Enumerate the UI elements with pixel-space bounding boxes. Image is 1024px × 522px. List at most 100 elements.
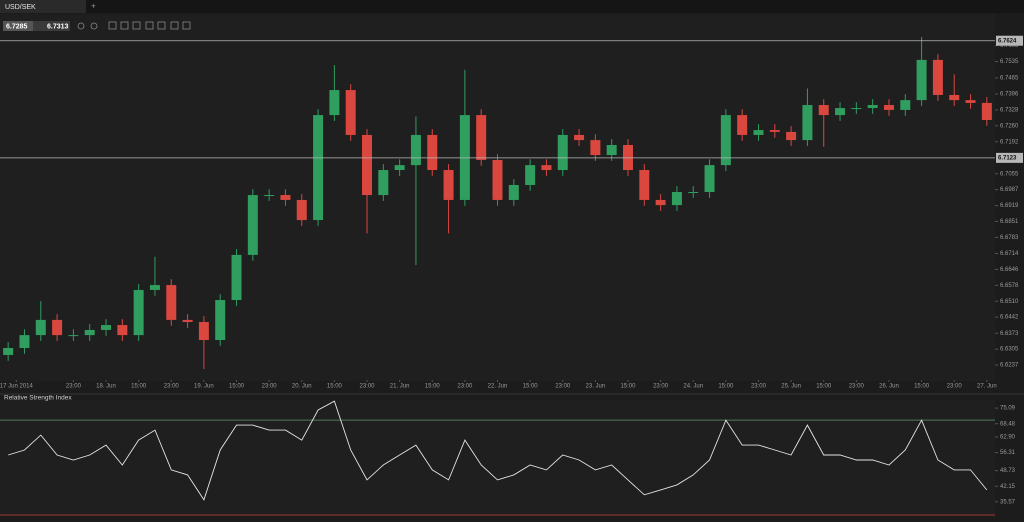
candle-body bbox=[883, 105, 894, 110]
candle-body bbox=[378, 170, 389, 196]
tool[interactable] bbox=[170, 21, 179, 30]
y-tick-label: 6.6510 bbox=[1000, 299, 1019, 305]
x-tick-label: 23:00 bbox=[164, 384, 180, 390]
candle-body bbox=[182, 319, 193, 323]
candle-body bbox=[492, 159, 503, 200]
zoom-out[interactable] bbox=[90, 22, 98, 30]
tool[interactable] bbox=[132, 21, 141, 30]
y-tick-label: 6.7603 bbox=[1000, 43, 1019, 49]
y-tick-label: 6.7260 bbox=[1000, 123, 1019, 129]
candle-body bbox=[52, 319, 63, 336]
candle-body bbox=[818, 105, 829, 116]
x-tick-label: 18. Jun bbox=[96, 384, 116, 390]
candle-body bbox=[786, 131, 797, 141]
tab-bar bbox=[0, 0, 1024, 13]
candle-body bbox=[671, 192, 682, 206]
x-tick-label: 15:00 bbox=[620, 384, 636, 390]
candle-body bbox=[835, 108, 846, 116]
candle-body bbox=[3, 347, 14, 355]
candle-body bbox=[525, 165, 536, 185]
candle-body bbox=[345, 90, 356, 135]
x-tick-label: 23. Jun bbox=[586, 384, 606, 390]
y-tick-label: 6.7328 bbox=[1000, 108, 1019, 114]
y-tick-label: 6.6783 bbox=[1000, 235, 1019, 241]
candle-body bbox=[688, 192, 699, 194]
candle-body bbox=[68, 335, 79, 337]
tab[interactable] bbox=[0, 0, 86, 13]
tool[interactable] bbox=[120, 21, 129, 30]
y-tick-label: 6.6305 bbox=[1000, 347, 1019, 353]
y-tick-label: 6.6919 bbox=[1000, 203, 1019, 209]
candle-body bbox=[394, 165, 405, 171]
y-tick-label: 6.7396 bbox=[1000, 92, 1019, 98]
tool[interactable] bbox=[157, 21, 166, 30]
y-tick-label: 6.7535 bbox=[1000, 59, 1019, 65]
candle-body bbox=[166, 285, 177, 320]
candle-body bbox=[427, 134, 438, 171]
ask-box[interactable] bbox=[33, 21, 70, 31]
candle-body bbox=[753, 130, 764, 135]
y-tick-label: 6.7055 bbox=[1000, 171, 1019, 177]
candle-body bbox=[296, 199, 307, 221]
y-tick-label: 75.09 bbox=[1000, 406, 1016, 412]
candle-body bbox=[101, 325, 112, 330]
y-tick-label: 56.31 bbox=[1000, 450, 1016, 456]
x-tick-label: 24. Jun bbox=[683, 384, 703, 390]
tool[interactable] bbox=[108, 21, 117, 30]
tab-label[interactable]: USD/SEK bbox=[5, 4, 36, 11]
x-tick-label: 23:00 bbox=[360, 384, 376, 390]
bid[interactable]: 6.7285 bbox=[6, 23, 28, 30]
candle-body bbox=[867, 105, 878, 109]
tool[interactable] bbox=[145, 21, 154, 30]
candle-body bbox=[639, 170, 650, 200]
candle-body bbox=[84, 329, 95, 336]
candle-body bbox=[117, 325, 128, 336]
x-tick-label: 15:00 bbox=[131, 384, 147, 390]
x-tick-label: 21. Jun bbox=[390, 384, 410, 390]
y-tick-label: 6.7192 bbox=[1000, 139, 1019, 145]
new-tab[interactable]: + bbox=[91, 2, 96, 11]
bid-box[interactable] bbox=[3, 21, 33, 31]
y-tick-label: 42.15 bbox=[1000, 484, 1016, 490]
y-tick-label: 35.57 bbox=[1000, 499, 1016, 505]
rsi-pane bbox=[0, 400, 995, 516]
x-tick-label: 19. Jun bbox=[194, 384, 214, 390]
candle-body bbox=[476, 115, 487, 160]
toolbar bbox=[77, 21, 191, 30]
rsi-line bbox=[8, 400, 988, 501]
ask[interactable]: 6.7313 bbox=[47, 23, 69, 30]
y-tick-label: 6.6373 bbox=[1000, 331, 1019, 337]
x-tick-label: 27. Jun bbox=[977, 384, 997, 390]
candle-body bbox=[574, 134, 585, 141]
x-tick-label: 23:00 bbox=[653, 384, 669, 390]
candle-body bbox=[720, 115, 731, 166]
x-tick-label: 23:00 bbox=[457, 384, 473, 390]
x-tick-label: 23:00 bbox=[555, 384, 571, 390]
zoom-in[interactable] bbox=[77, 22, 85, 30]
x-tick-label: 15:00 bbox=[327, 384, 343, 390]
x-tick-label: 23:00 bbox=[947, 384, 963, 390]
x-tick-label: 25. Jun bbox=[781, 384, 801, 390]
x-tick-label: 26. Jun bbox=[879, 384, 899, 390]
candle-body bbox=[149, 285, 160, 290]
candle-body bbox=[916, 59, 927, 101]
price-marker-label: 6.7624 bbox=[998, 38, 1017, 44]
rsi-title: Relative Strength Index bbox=[4, 395, 72, 402]
x-tick-label: 17 Jun 2014 bbox=[0, 384, 33, 390]
y-tick-label: 6.6646 bbox=[1000, 267, 1019, 273]
candle-body bbox=[133, 289, 144, 336]
candle-body bbox=[329, 90, 340, 116]
x-tick-label: 23:00 bbox=[262, 384, 278, 390]
candle-body bbox=[19, 335, 30, 348]
tool[interactable] bbox=[182, 21, 191, 30]
candle-body bbox=[949, 94, 960, 101]
y-tick-label: 6.7465 bbox=[1000, 75, 1019, 81]
candle-body bbox=[362, 134, 373, 196]
candle-body bbox=[900, 100, 911, 110]
y-tick-label: 6.6442 bbox=[1000, 315, 1019, 321]
candle-body bbox=[851, 108, 862, 110]
y-tick-label: 68.48 bbox=[1000, 421, 1016, 427]
price-marker bbox=[996, 152, 1023, 163]
candle-body bbox=[264, 195, 275, 197]
